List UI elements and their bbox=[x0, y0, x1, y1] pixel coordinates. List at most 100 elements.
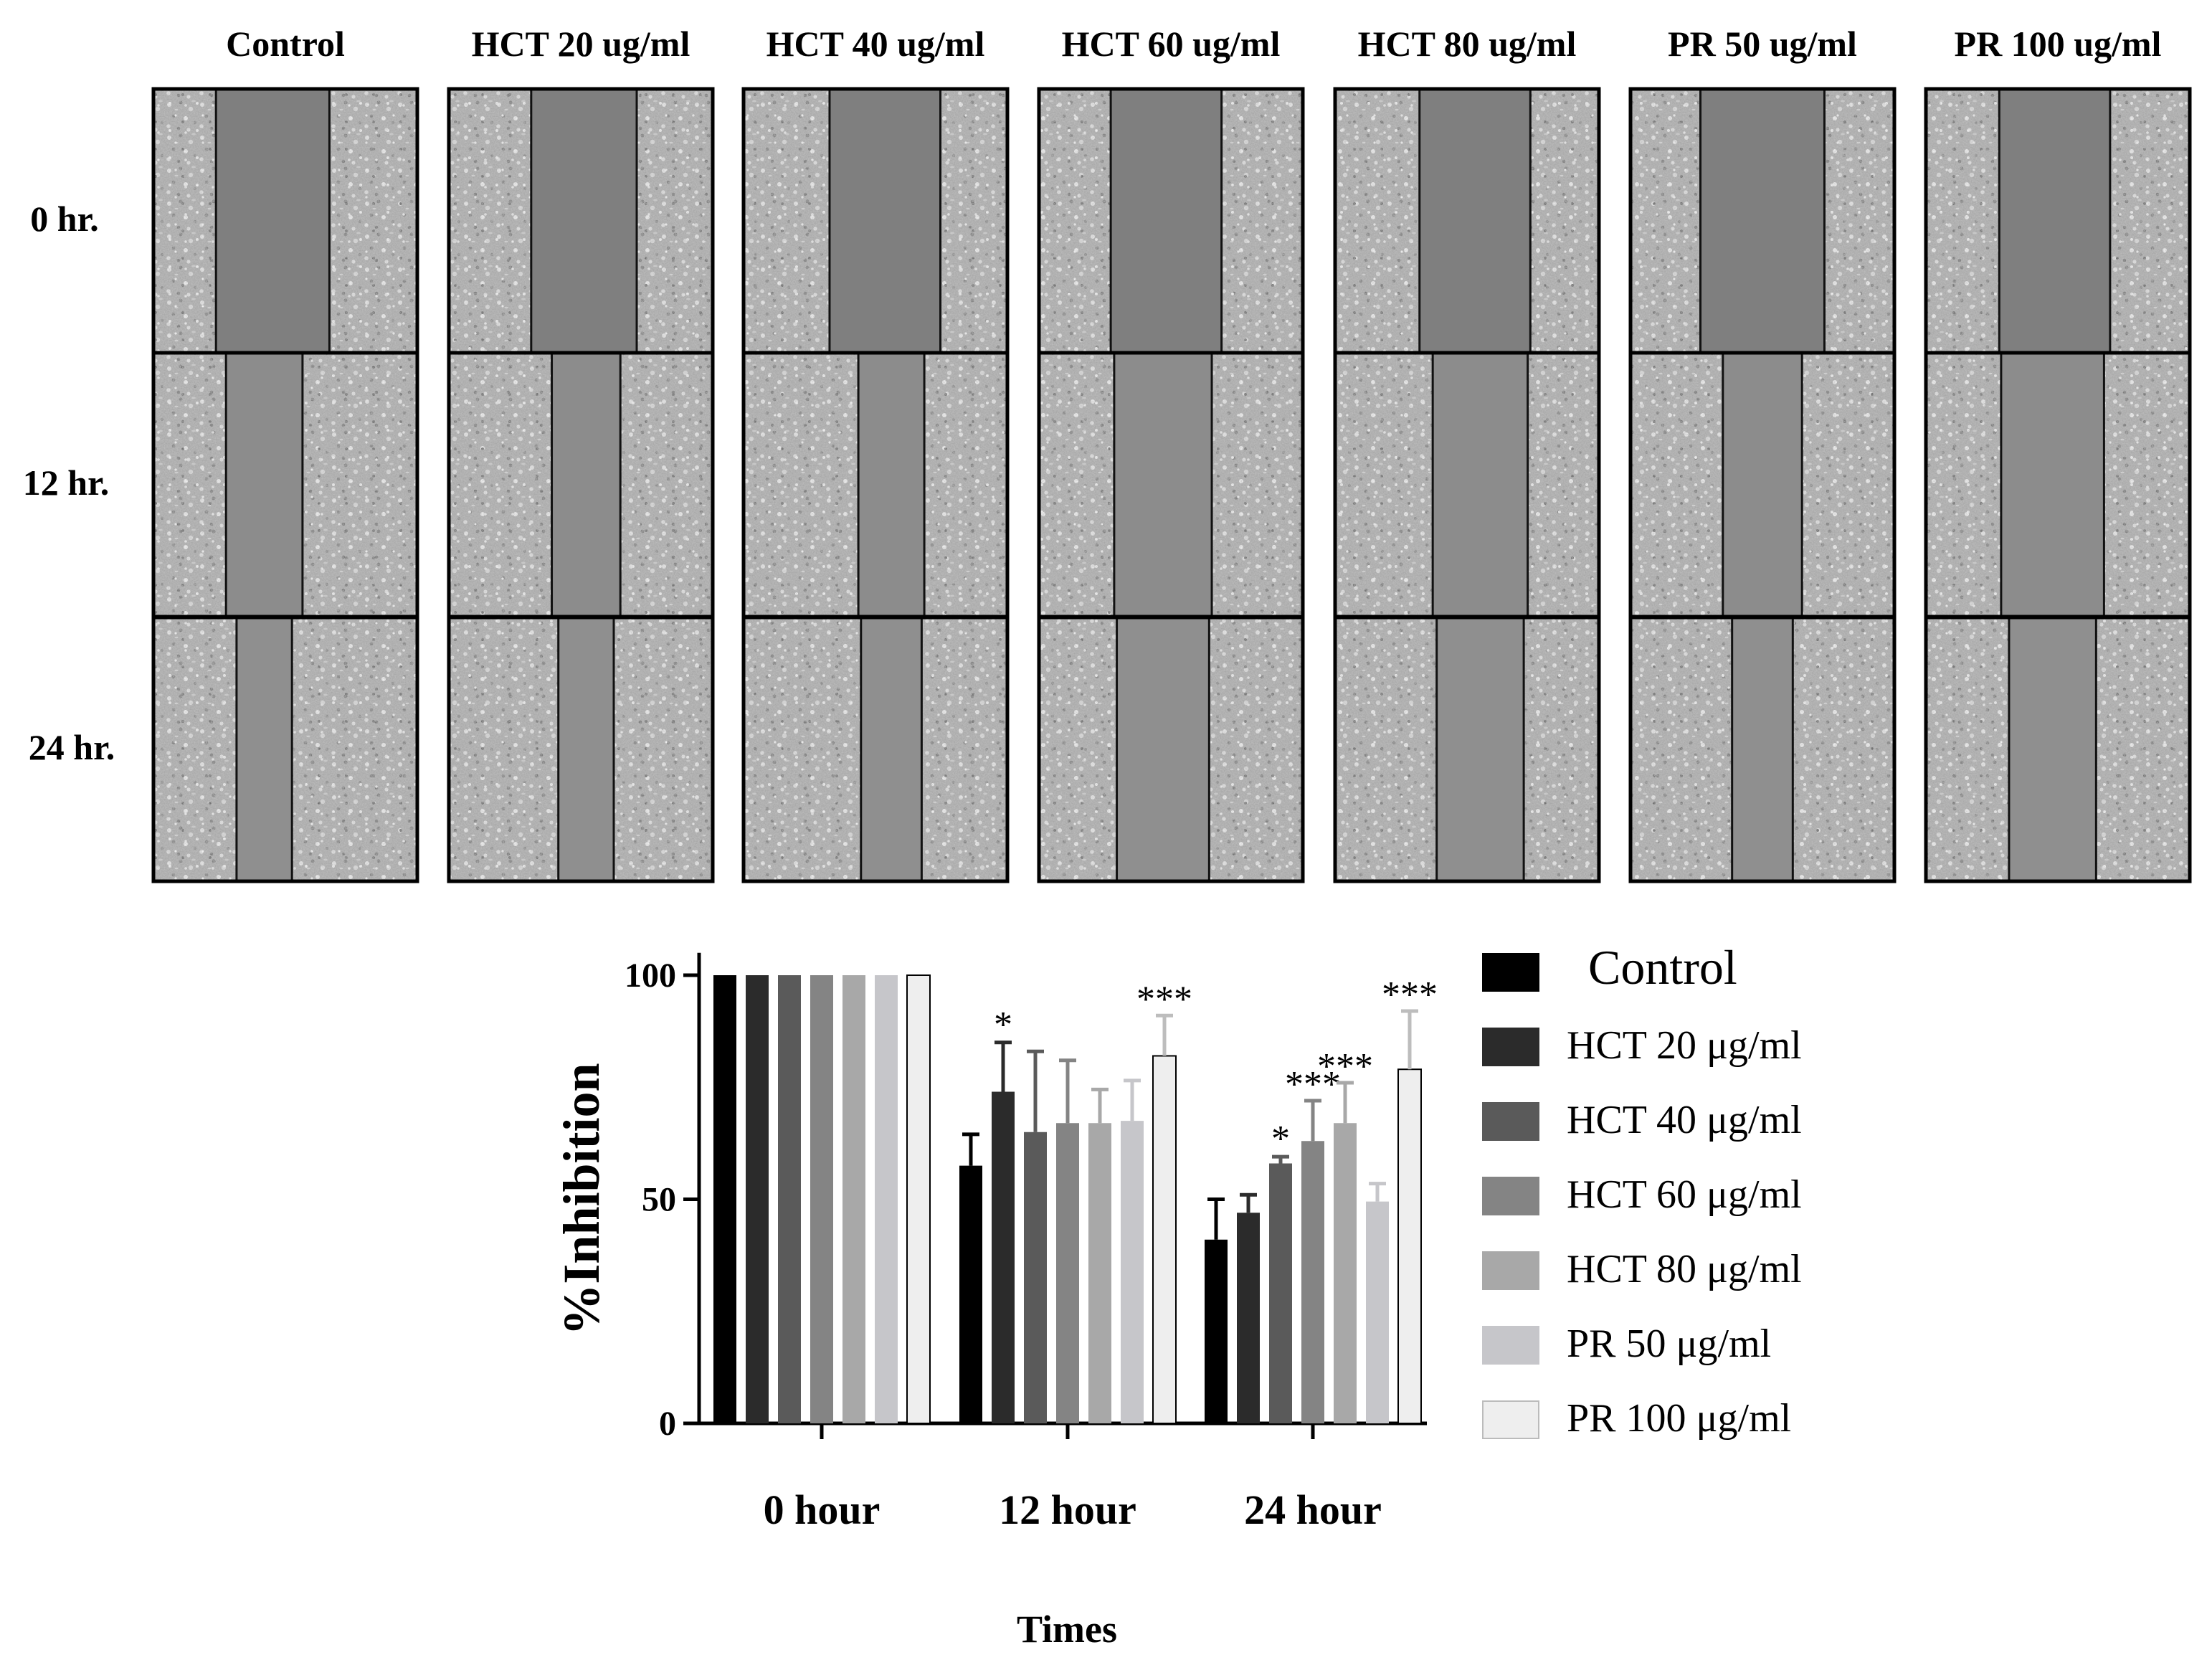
column-header: HCT 60 ug/ml bbox=[1062, 24, 1281, 64]
micrograph-panel bbox=[1628, 87, 1897, 355]
legend-label: HCT 20 μg/ml bbox=[1567, 1023, 1802, 1068]
significance-marker: * bbox=[994, 1005, 1012, 1045]
micrograph-panel bbox=[151, 87, 419, 355]
legend-swatch bbox=[1482, 1400, 1539, 1439]
legend-swatch bbox=[1482, 1326, 1539, 1365]
bar bbox=[1397, 1068, 1422, 1424]
micrograph-panel bbox=[447, 87, 715, 355]
legend-label: HCT 80 μg/ml bbox=[1567, 1247, 1802, 1291]
bar bbox=[1301, 1141, 1324, 1423]
bar bbox=[1024, 1132, 1047, 1423]
micrograph-panel bbox=[1333, 87, 1601, 355]
panel-border bbox=[1628, 615, 1897, 883]
panel-border bbox=[741, 615, 1010, 883]
bar bbox=[959, 1165, 982, 1423]
bar bbox=[1056, 1123, 1079, 1423]
wound-gap bbox=[1700, 89, 1825, 353]
legend-label: HCT 40 μg/ml bbox=[1567, 1098, 1802, 1142]
bar bbox=[992, 1091, 1015, 1423]
panel-border bbox=[1333, 615, 1601, 883]
wound-gap bbox=[236, 617, 293, 881]
micrograph-panel bbox=[1037, 615, 1305, 883]
legend-swatch bbox=[1482, 953, 1539, 992]
column-header: Control bbox=[226, 24, 345, 64]
panel-border bbox=[1924, 615, 2192, 883]
bar bbox=[1121, 1121, 1144, 1423]
wound-gap bbox=[860, 617, 922, 881]
significance-marker: *** bbox=[1317, 1046, 1373, 1087]
wound-gap bbox=[1433, 353, 1528, 617]
bar bbox=[1334, 1123, 1357, 1423]
micrograph-panel bbox=[1924, 87, 2192, 355]
micrograph-grid: Control HCT 20 ug/ml HCT 40 ug/ml HCT 60 ug… bbox=[23, 24, 2192, 883]
wound-gap bbox=[1116, 617, 1210, 881]
wound-gap bbox=[1999, 89, 2110, 353]
wound-gap bbox=[1419, 89, 1531, 353]
row-label: 12 hr. bbox=[23, 463, 109, 503]
bar bbox=[1269, 1163, 1292, 1423]
micrograph-panel bbox=[447, 351, 715, 619]
micrograph-panel bbox=[741, 87, 1010, 355]
wound-gap bbox=[1114, 353, 1212, 617]
bar bbox=[746, 975, 769, 1423]
micrograph-panel bbox=[151, 615, 419, 883]
bar bbox=[810, 975, 833, 1423]
micrograph-panel bbox=[741, 615, 1010, 883]
wound-gap bbox=[551, 353, 621, 617]
micrograph-panel bbox=[447, 615, 715, 883]
wound-gap bbox=[226, 353, 303, 617]
panel-border bbox=[1037, 615, 1305, 883]
wound-gap bbox=[1732, 617, 1793, 881]
micrograph-panel bbox=[1628, 615, 1897, 883]
micrograph-panel bbox=[1924, 615, 2192, 883]
x-tick-label: 24 hour bbox=[1244, 1486, 1382, 1533]
micrograph-panel bbox=[1924, 351, 2192, 619]
wound-gap bbox=[1111, 89, 1222, 353]
significance-marker: *** bbox=[1136, 979, 1192, 1020]
bar bbox=[875, 975, 898, 1423]
wound-gap bbox=[531, 89, 637, 353]
micrograph-panel bbox=[1037, 87, 1305, 355]
bar bbox=[1152, 1055, 1177, 1424]
micrograph-panel bbox=[741, 351, 1010, 619]
micrograph-panel bbox=[1037, 351, 1305, 619]
significance-marker: *** bbox=[1382, 974, 1438, 1015]
y-axis-label: %Inhibition bbox=[553, 1063, 610, 1335]
legend-swatch bbox=[1482, 1177, 1539, 1215]
row-label: 0 hr. bbox=[30, 199, 98, 239]
bar bbox=[906, 974, 931, 1424]
micrograph-panel bbox=[1628, 351, 1897, 619]
significance-marker: * bbox=[1271, 1119, 1290, 1159]
panel-border bbox=[447, 615, 715, 883]
inhibition-bar-chart: 0 50 100 %Inhibition Times 0 hour 12 hour 24 ho… bbox=[553, 940, 1802, 1651]
bar bbox=[1237, 1213, 1260, 1423]
x-tick-label: 0 hour bbox=[764, 1486, 880, 1533]
bar bbox=[713, 975, 736, 1423]
bar bbox=[1205, 1239, 1228, 1423]
bar bbox=[1088, 1123, 1111, 1423]
row-label: 24 hr. bbox=[29, 727, 115, 767]
column-header: HCT 40 ug/ml bbox=[766, 24, 985, 64]
wound-gap bbox=[2008, 617, 2097, 881]
significance-marker: *** bbox=[1285, 1064, 1341, 1105]
micrograph-panel bbox=[1333, 351, 1601, 619]
wound-gap bbox=[829, 89, 941, 353]
micrograph-panel bbox=[151, 351, 419, 619]
column-header: HCT 80 ug/ml bbox=[1358, 24, 1577, 64]
y-tick-label: 0 bbox=[659, 1405, 676, 1443]
wound-gap bbox=[858, 353, 925, 617]
micrograph-panel bbox=[1333, 615, 1601, 883]
x-tick-label: 12 hour bbox=[999, 1486, 1136, 1533]
wound-gap bbox=[1436, 617, 1524, 881]
legend-label: PR 100 μg/ml bbox=[1567, 1396, 1791, 1441]
bar bbox=[778, 975, 801, 1423]
legend-swatch bbox=[1482, 1251, 1539, 1290]
column-header: HCT 20 ug/ml bbox=[472, 24, 690, 64]
legend-label: PR 50 μg/ml bbox=[1567, 1322, 1771, 1366]
wound-gap bbox=[216, 89, 330, 353]
column-header: PR 50 ug/ml bbox=[1668, 24, 1857, 64]
legend-label: Control bbox=[1588, 940, 1737, 995]
column-header: PR 100 ug/ml bbox=[1955, 24, 2162, 64]
legend-label: HCT 60 μg/ml bbox=[1567, 1172, 1802, 1217]
